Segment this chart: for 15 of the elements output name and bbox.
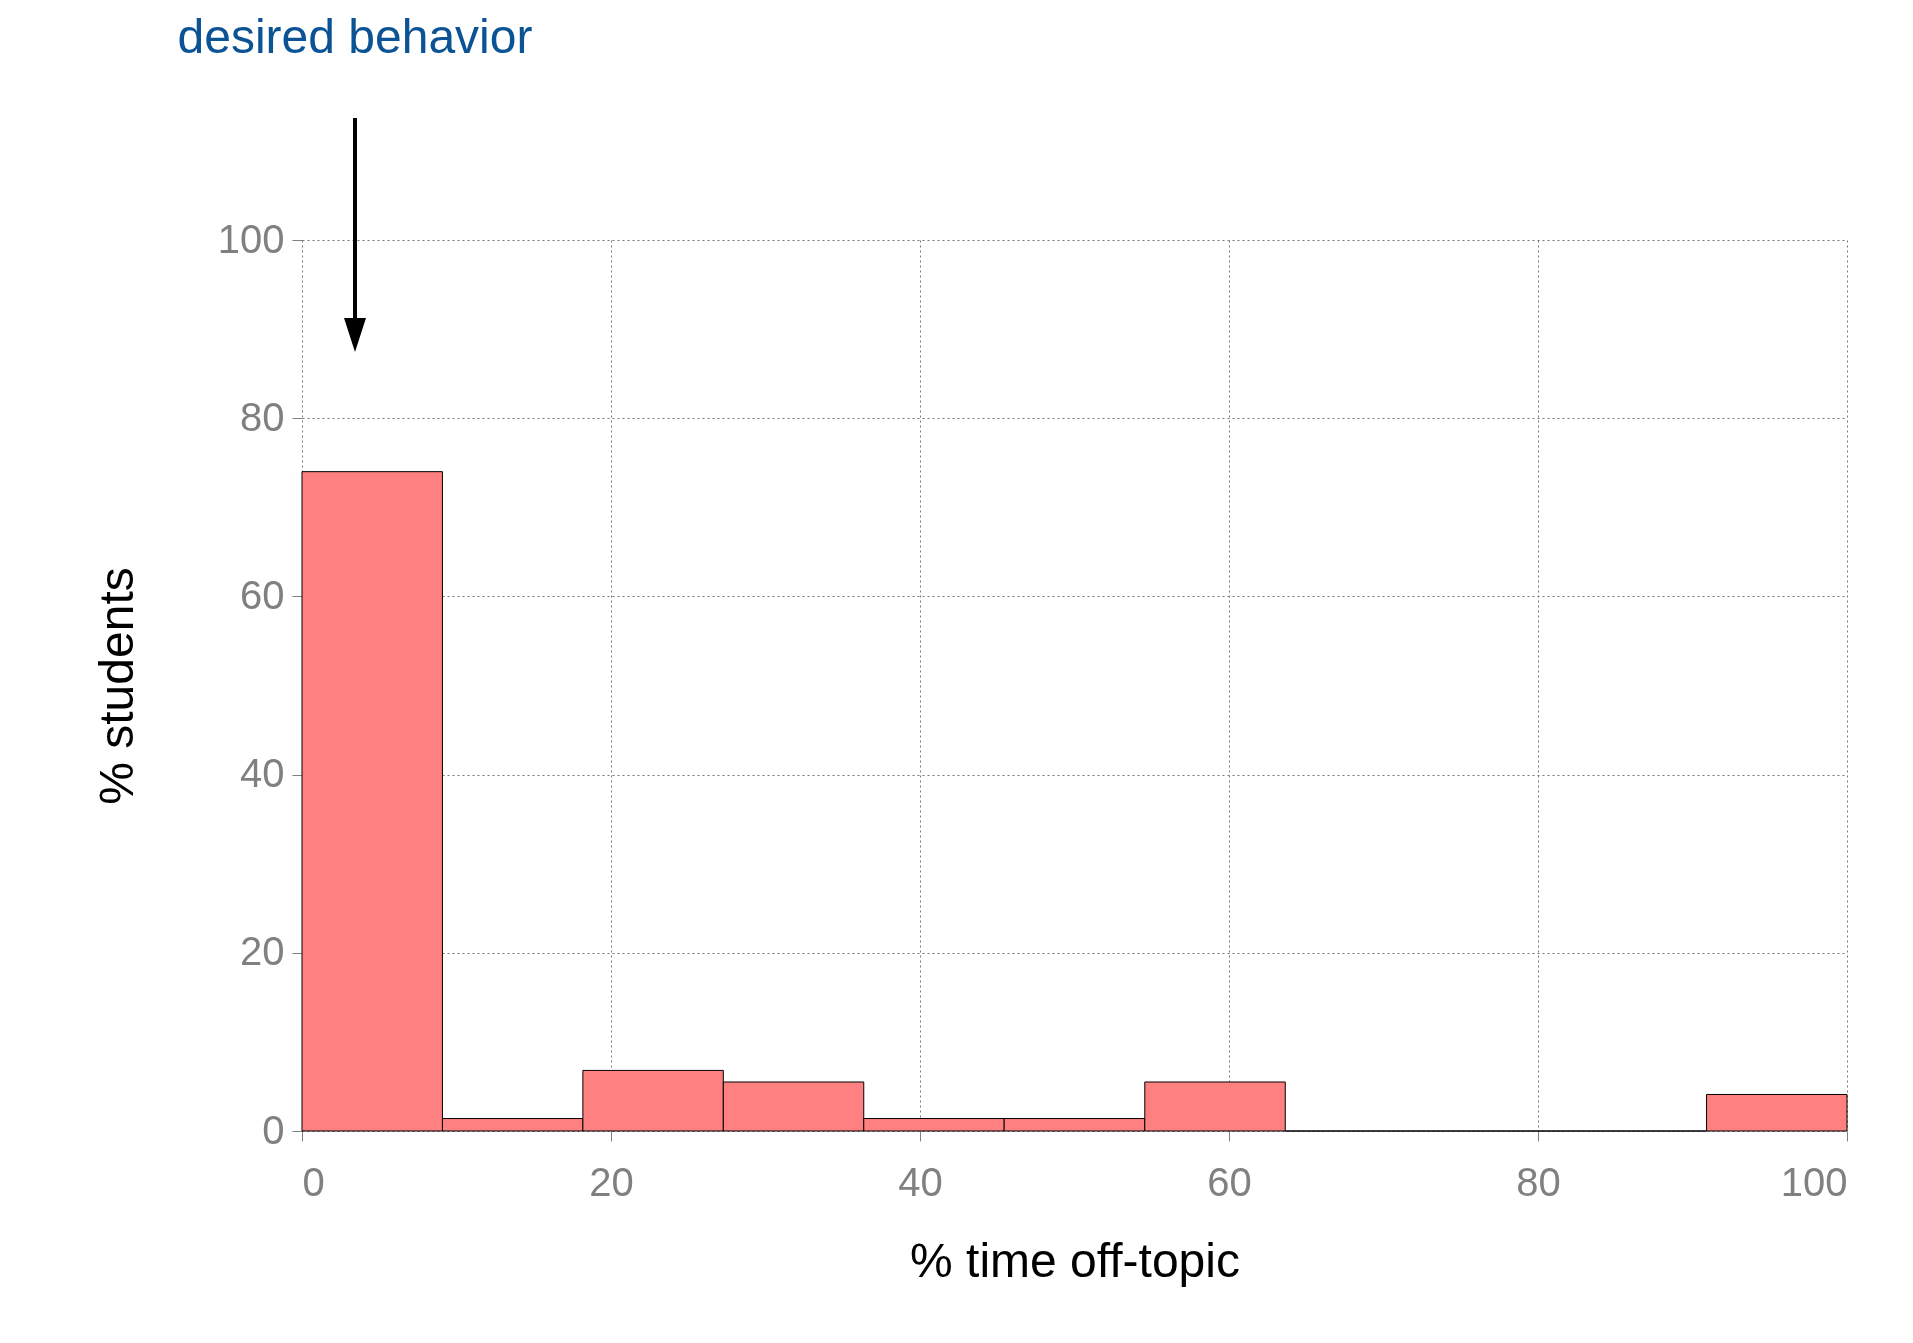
x-tick-label: 60 [1207,1159,1252,1204]
y-axis-title: % students [89,567,143,805]
y-tick-label: 0 [262,1107,285,1152]
y-tick-label: 100 [217,216,285,261]
x-axis-title: % time off-topic [910,1233,1240,1287]
x-tick-label: 20 [589,1159,634,1204]
y-tick-label: 20 [240,929,285,974]
text: desired behavior [177,10,533,63]
y-tick-label: 60 [240,572,285,617]
x-tick-label: 0 [302,1159,325,1204]
x-tick-label: 80 [1516,1159,1561,1204]
y-tick-label: 40 [240,751,285,796]
x-tick-label: 100 [1780,1159,1848,1204]
x-tick-label: 40 [898,1159,943,1204]
y-tick-label: 80 [240,394,285,439]
